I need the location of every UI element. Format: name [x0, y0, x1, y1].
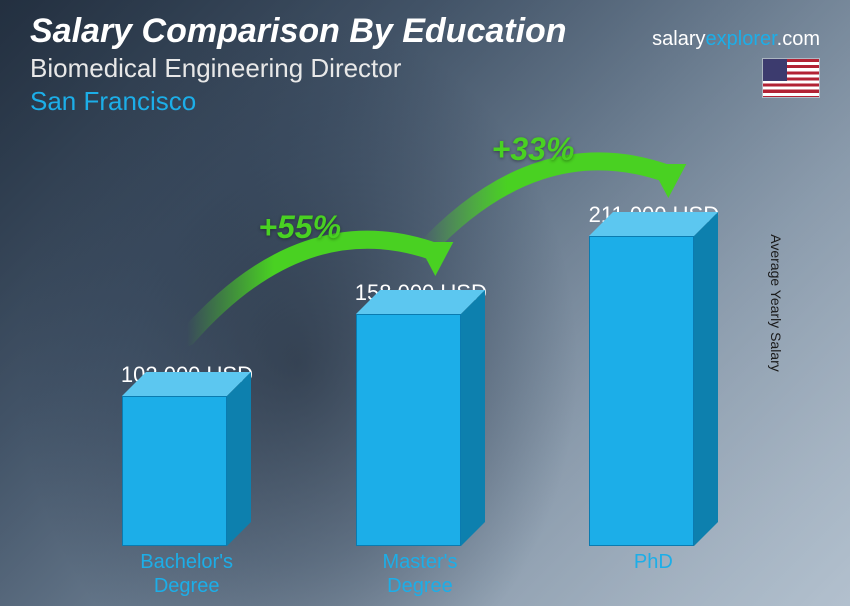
x-axis-label: PhD	[559, 550, 748, 598]
bar-side-face	[694, 212, 718, 546]
bar-side-face	[461, 290, 485, 546]
x-axis-label: Bachelor's Degree	[92, 550, 281, 598]
bar-front-face	[356, 314, 461, 546]
bar-group: 102,000 USD	[121, 362, 253, 546]
site-part1: salary	[652, 28, 705, 50]
usa-flag-icon	[762, 58, 820, 98]
bar-chart: 102,000 USD 158,000 USD 211,000 USD	[70, 176, 770, 546]
flag-canton	[763, 59, 787, 81]
bar-front-face	[589, 236, 694, 546]
bar-front-face	[122, 396, 227, 546]
bar-group: 211,000 USD	[589, 202, 719, 546]
site-brand: salaryexplorer.com	[652, 28, 820, 51]
site-part3: .com	[777, 28, 820, 50]
x-axis-label: Master's Degree	[325, 550, 514, 598]
bar-3d	[356, 314, 485, 546]
location: San Francisco	[30, 86, 820, 117]
bar-side-face	[227, 372, 251, 546]
site-part2: explorer	[706, 28, 777, 50]
job-title: Biomedical Engineering Director	[30, 53, 820, 84]
x-axis-labels: Bachelor's Degree Master's Degree PhD	[70, 550, 770, 598]
bar-group: 158,000 USD	[355, 280, 487, 546]
bar-3d	[589, 236, 718, 546]
bar-3d	[122, 396, 251, 546]
